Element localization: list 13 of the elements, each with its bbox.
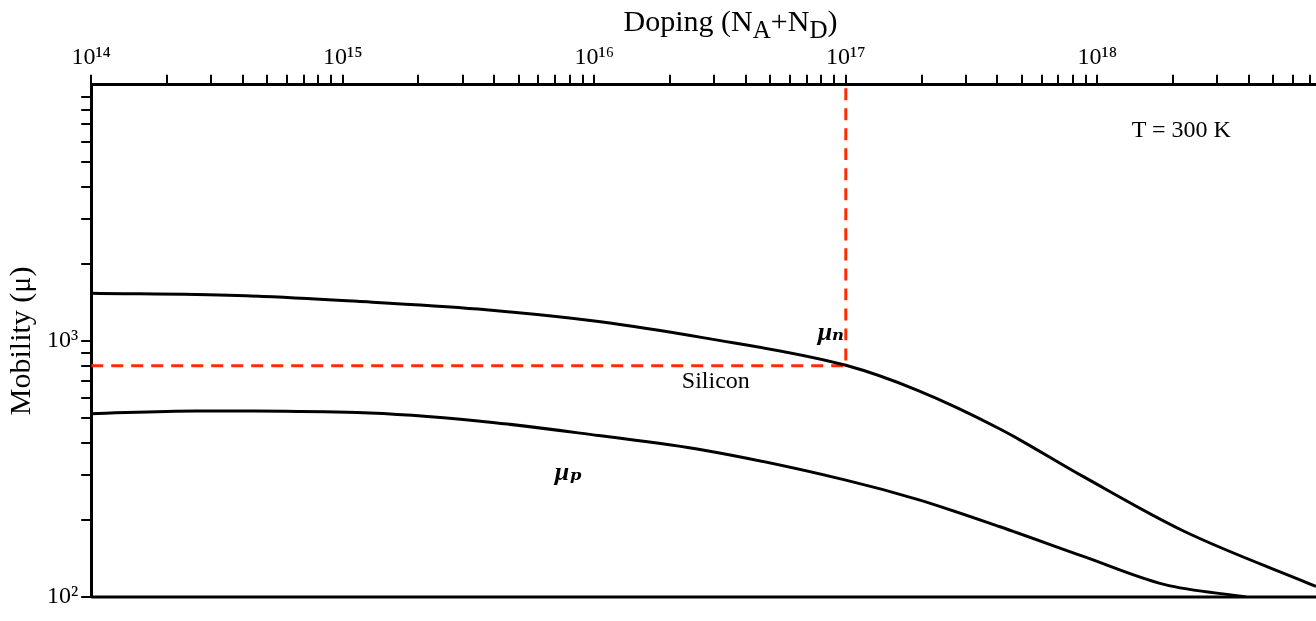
annotation: Silicon xyxy=(681,367,750,394)
y-tick-label: 10² xyxy=(46,582,79,609)
x-tick-label: 10¹⁸ xyxy=(1077,42,1118,69)
series-label: μₙ xyxy=(815,317,844,347)
x-tick-label: 10¹⁶ xyxy=(574,42,615,69)
x-tick-label: 10¹⁵ xyxy=(322,42,363,69)
y-axis-title: Mobility (μ) xyxy=(2,266,37,416)
x-tick-label: 10¹⁷ xyxy=(826,42,866,69)
annotation: T = 300 K xyxy=(1131,116,1232,143)
y-tick-label: 10³ xyxy=(46,326,79,353)
x-axis-title: Doping (N$_{A}$+N$_{D}$) xyxy=(622,4,839,44)
series-label: μₚ xyxy=(552,457,583,487)
x-tick-label: 10¹⁴ xyxy=(71,42,111,69)
